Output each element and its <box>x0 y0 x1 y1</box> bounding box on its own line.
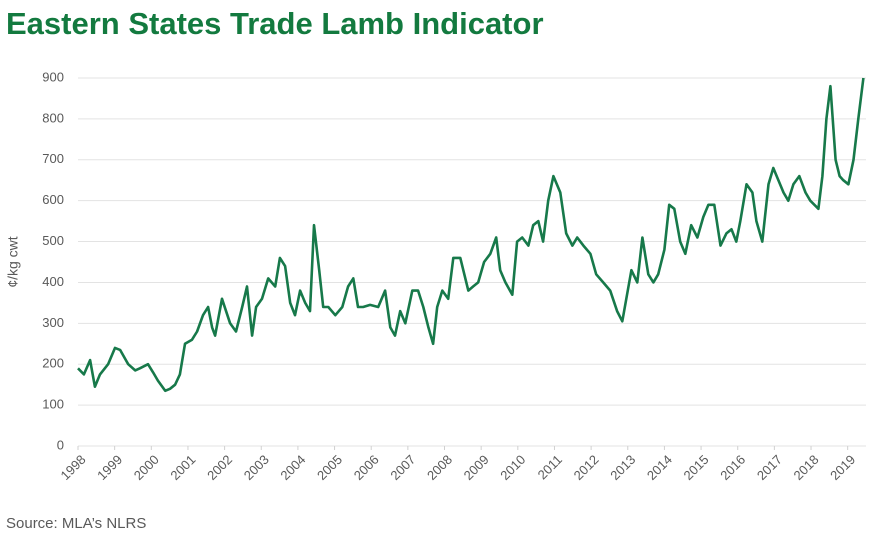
x-tick-label: 1998 <box>57 452 88 483</box>
y-tick-label: 100 <box>42 397 64 412</box>
x-tick-label: 2010 <box>497 452 528 483</box>
x-tick-label: 2000 <box>131 452 162 483</box>
x-tick-label: 2001 <box>167 452 198 483</box>
y-axis-label: ¢/kg cwt <box>5 236 21 287</box>
x-tick-label: 2003 <box>241 452 272 483</box>
x-tick-label: 2012 <box>571 452 602 483</box>
x-tick-label: 2017 <box>754 452 785 483</box>
x-tick-label: 2019 <box>827 452 858 483</box>
x-tick-label: 2014 <box>644 452 675 483</box>
x-tick-label: 2005 <box>314 452 345 483</box>
y-tick-label: 300 <box>42 315 64 330</box>
y-tick-label: 500 <box>42 233 64 248</box>
data-line <box>77 77 865 393</box>
x-tick-label: 2006 <box>351 452 382 483</box>
y-tick-label: 200 <box>42 356 64 371</box>
chart-title: Eastern States Trade Lamb Indicator <box>6 6 544 41</box>
x-tick-label: 2008 <box>424 452 455 483</box>
x-tick-label: 2015 <box>681 452 712 483</box>
x-tick-label: 2004 <box>277 452 308 483</box>
y-tick-label: 600 <box>42 192 64 207</box>
x-tick-label: 1999 <box>94 452 125 483</box>
y-tick-label: 400 <box>42 274 64 289</box>
y-tick-label: 800 <box>42 110 64 125</box>
x-tick-label: 2007 <box>387 452 418 483</box>
y-tick-label: 900 <box>42 69 64 84</box>
x-tick-label: 2009 <box>461 452 492 483</box>
y-tick-label: 0 <box>57 437 64 452</box>
x-tick-label: 2018 <box>791 452 822 483</box>
x-tick-label: 2011 <box>535 452 565 482</box>
x-tick-label: 2013 <box>607 452 638 483</box>
source-note: Source: MLA’s NLRS <box>6 515 146 532</box>
y-tick-label: 700 <box>42 151 64 166</box>
x-tick-label: 2002 <box>204 452 235 483</box>
x-tick-label: 2016 <box>717 452 748 483</box>
